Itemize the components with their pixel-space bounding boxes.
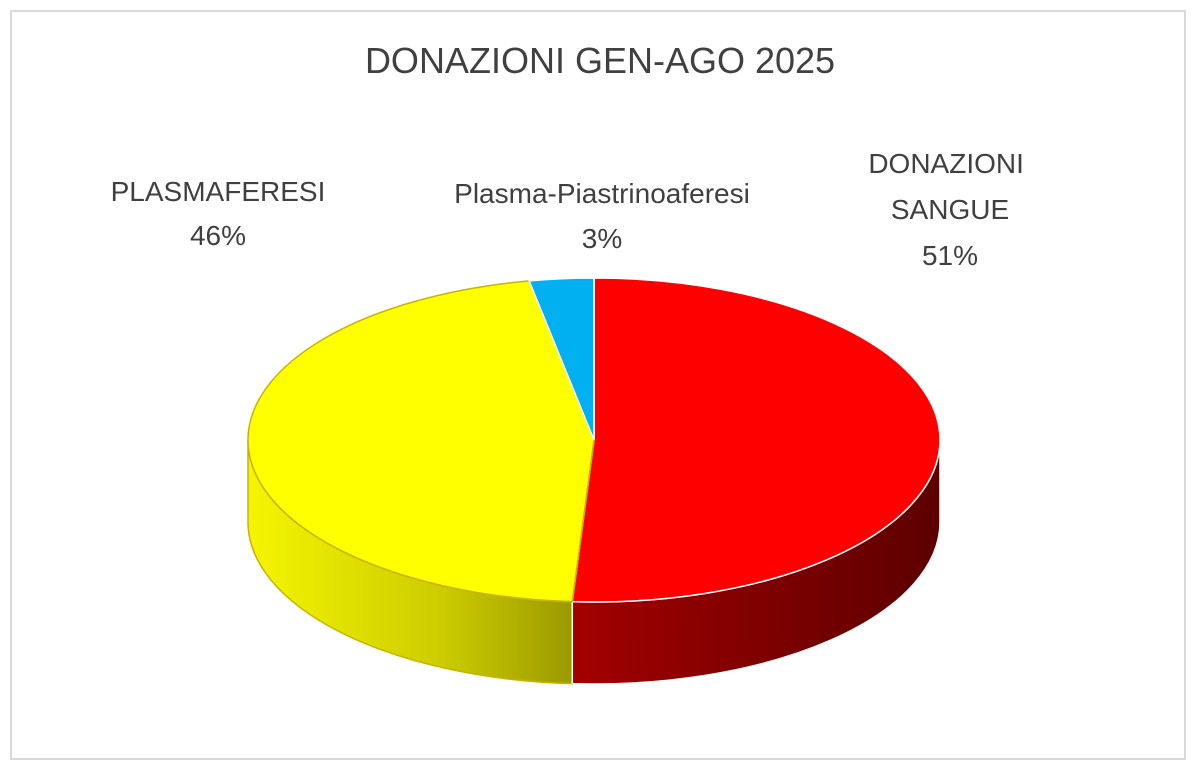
slice-label-donazioni-sangue-line1: DONAZIONI (868, 148, 1024, 179)
pie-slice-plasmaferesi (247, 280, 595, 603)
slice-percent-plasma-piastrinoaferesi: 3% (582, 223, 622, 254)
slice-label-plasma-piastrinoaferesi: Plasma-Piastrinoaferesi (454, 178, 750, 209)
slice-label-plasmaferesi: PLASMAFERESI (111, 176, 326, 207)
pie-slice-donazioni-sangue (571, 277, 941, 603)
pie-tops (247, 277, 941, 603)
slice-label-donazioni-sangue-line2: SANGUE (891, 194, 1009, 225)
slice-percent-donazioni-sangue: 51% (922, 240, 978, 271)
slice-label-donazioni-sangue: DONAZIONI SANGUE (868, 148, 1031, 225)
slice-percent-plasmaferesi: 46% (190, 220, 246, 251)
chart-title: DONAZIONI GEN-AGO 2025 (365, 40, 835, 81)
pie-slice-plasma-piastrinoaferesi (528, 277, 595, 441)
